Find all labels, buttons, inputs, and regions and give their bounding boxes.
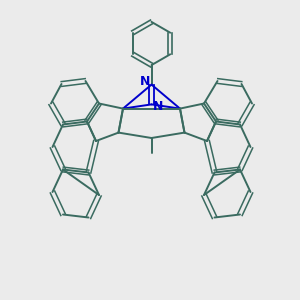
Text: N: N: [140, 75, 150, 88]
Text: N: N: [153, 100, 163, 113]
